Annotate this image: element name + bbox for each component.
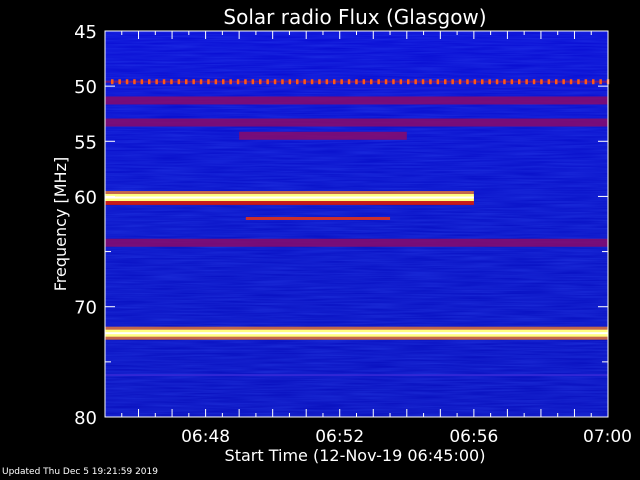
emission-band-dot [214,79,218,85]
emission-band-dot [555,79,558,85]
emission-band-dot [384,79,388,85]
y-tick-label: 70 [74,298,97,319]
emission-band-dot [414,79,417,85]
x-tick-label: 07:00 [583,427,632,447]
emission-band-dot [125,79,129,85]
emission-band-dot [495,79,499,85]
emission-band [245,216,391,220]
emission-band-dot [333,79,336,85]
emission-band-dot [547,79,551,85]
emission-band-dot [562,79,565,85]
emission-bands [105,79,610,377]
emission-band-dot [407,79,410,85]
emission-band-dot [273,79,277,85]
emission-band [105,374,608,377]
emission-band-dot [473,79,477,85]
emission-band-dot [281,79,284,85]
emission-band-dot [207,79,210,85]
emission-band-dot [584,79,588,85]
emission-band-dot [155,79,158,85]
emission-band-dot [310,79,314,85]
emission-band-dot [288,79,292,85]
emission-band-dot [458,79,462,85]
emission-band-dot [177,79,181,85]
emission-band-dot [162,79,166,85]
emission-band-dot [318,79,321,85]
emission-band-dot [429,79,432,85]
emission-band-dot [392,79,395,85]
chart-title: Solar radio Flux (Glasgow) [223,5,486,29]
emission-band-dot [244,79,247,85]
y-tick-label: 50 [74,77,97,98]
emission-band-dot [592,79,595,85]
x-axis-label: Start Time (12-Nov-19 06:45:00) [225,446,486,465]
emission-band-dot [399,79,403,85]
emission-band-dot [451,79,454,85]
emission-band-dot [488,79,491,85]
emission-band-core [105,196,474,199]
plot-area [104,30,610,418]
emission-band-dot [503,79,506,85]
spectrogram-noise [105,31,608,417]
emission-band-dot [466,79,469,85]
emission-band-dot [251,79,255,85]
emission-band-dot [199,79,203,85]
emission-band-dot [133,79,136,85]
y-tick-label: 55 [74,132,97,153]
emission-band-dot [436,79,440,85]
emission-band-dot [325,79,329,85]
emission-band-dot [481,79,484,85]
emission-band-dot [296,79,299,85]
y-axis-label: Frequency [MHz] [51,157,70,291]
emission-band-dot [540,79,543,85]
emission-band-dot [444,79,447,85]
emission-band-dot [569,79,573,85]
emission-band-dot [266,79,269,85]
x-axis-ticks: 06:48 06:52 06:56 07:00 [104,31,632,447]
emission-band [105,118,608,127]
emission-band-dot [340,79,343,85]
emission-band-dot [185,79,188,85]
emission-band-dot [347,79,351,85]
emission-band-dot [170,79,173,85]
emission-band [105,96,608,105]
emission-band-dot [518,79,521,85]
emission-band-dot [421,79,425,85]
emission-band [239,131,407,140]
emission-band-dot [222,79,225,85]
x-tick-label: 06:52 [315,427,364,447]
emission-band-dot [140,79,144,85]
emission-band-dot [236,79,240,85]
x-tick-label: 06:56 [449,427,498,447]
emission-band-dot [148,79,151,85]
updated-timestamp: Updated Thu Dec 5 19:21:59 2019 [2,467,158,477]
emission-band-dot [510,79,514,85]
emission-band-dot [303,79,306,85]
emission-band-dot [355,79,358,85]
emission-band-dot [599,79,602,85]
emission-band-core [105,332,608,335]
emission-band-dot [192,79,195,85]
emission-band-dot [362,79,366,85]
y-tick-label: 60 [74,187,97,208]
x-tick-label: 06:48 [181,427,230,447]
y-tick-label: 80 [74,408,97,429]
emission-band-dot [532,79,536,85]
emission-band-dot [229,79,232,85]
emission-band [105,238,608,247]
emission-band-dot [259,79,262,85]
emission-band-dot [370,79,373,85]
y-tick-label: 45 [74,22,97,43]
emission-band-dot [377,79,380,85]
emission-band-dot [577,79,580,85]
y-axis-ticks: 45 50 55 60 70 80 [74,22,608,429]
emission-band-dot [111,79,114,85]
emission-band-dot [118,79,121,85]
emission-band [105,201,474,206]
emission-band-dot [525,79,528,85]
